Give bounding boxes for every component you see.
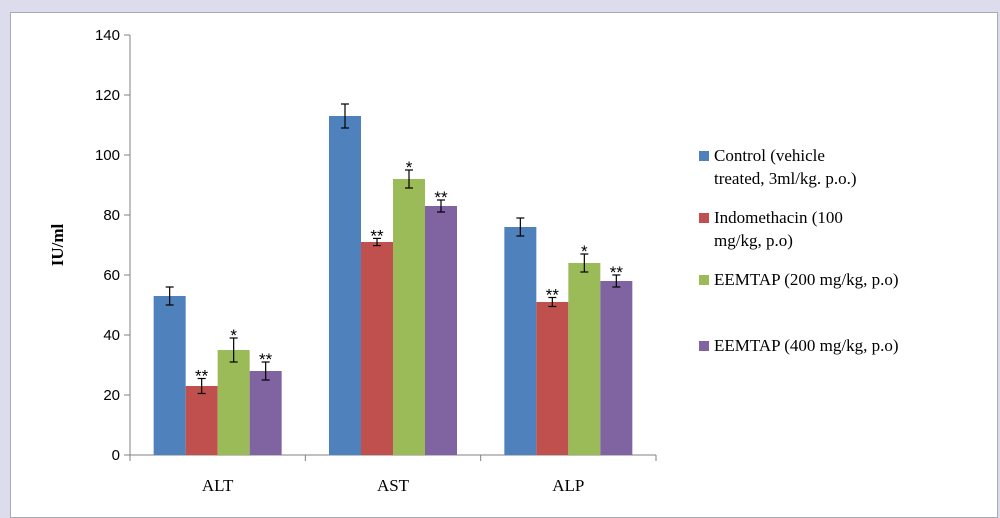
- bar: [600, 281, 633, 455]
- y-axis-title: IU/ml: [48, 223, 67, 266]
- significance-marker: **: [259, 350, 273, 369]
- labels: 020406080100120140IU/mlALT*****AST*****A…: [48, 27, 623, 495]
- legend: Control (vehicle treated, 3ml/kg. p.o.) In…: [699, 146, 899, 355]
- bar: [393, 179, 425, 455]
- bar: [185, 386, 218, 455]
- y-tick-label: 40: [103, 327, 120, 344]
- significance-marker: **: [195, 367, 209, 386]
- significance-marker: *: [406, 158, 413, 177]
- legend-entry: EEMTAP (400 mg/kg, p.o): [714, 336, 899, 355]
- bar-chart: 020406080100120140IU/mlALT*****AST*****A…: [48, 27, 899, 495]
- y-tick-label: 80: [103, 207, 120, 224]
- y-tick-label: 60: [103, 267, 120, 284]
- legend-swatch: [699, 213, 709, 223]
- y-tick-label: 0: [112, 447, 120, 464]
- bars: [153, 103, 633, 455]
- category-label: ALT: [202, 476, 234, 495]
- y-tick-label: 140: [95, 27, 120, 44]
- bar: [329, 116, 361, 455]
- significance-marker: **: [546, 286, 560, 305]
- y-tick-label: 100: [95, 147, 120, 164]
- bar: [361, 242, 393, 455]
- bar: [425, 206, 457, 455]
- legend-entry: Indomethacin (100: [714, 208, 843, 227]
- chart-frame: 0 20 40 60 80 100 120 140 IU/ml ALT ** * ** AST ** * ** A…: [10, 12, 998, 518]
- y-tick-label: 120: [95, 87, 120, 104]
- legend-entry: Control (vehicle: [714, 146, 825, 165]
- significance-marker: **: [610, 263, 624, 282]
- significance-marker: **: [434, 188, 448, 207]
- legend-entry: EEMTAP (200 mg/kg, p.o): [714, 270, 899, 289]
- legend-entry: treated, 3ml/kg. p.o.): [714, 169, 857, 188]
- bar: [217, 350, 250, 455]
- bar: [536, 302, 569, 455]
- significance-marker: *: [581, 242, 588, 261]
- bar: [568, 263, 601, 455]
- significance-marker: **: [370, 226, 384, 245]
- y-tick-label: 20: [103, 387, 120, 404]
- significance-marker: *: [230, 326, 237, 345]
- bar: [153, 296, 186, 455]
- legend-swatch: [699, 151, 709, 161]
- legend-swatch: [699, 275, 709, 285]
- legend-entry: mg/kg, p.o): [714, 231, 793, 250]
- legend-swatch: [699, 341, 709, 351]
- category-label: AST: [377, 476, 410, 495]
- category-label: ALP: [552, 476, 584, 495]
- bar: [249, 371, 282, 455]
- bar: [504, 227, 537, 455]
